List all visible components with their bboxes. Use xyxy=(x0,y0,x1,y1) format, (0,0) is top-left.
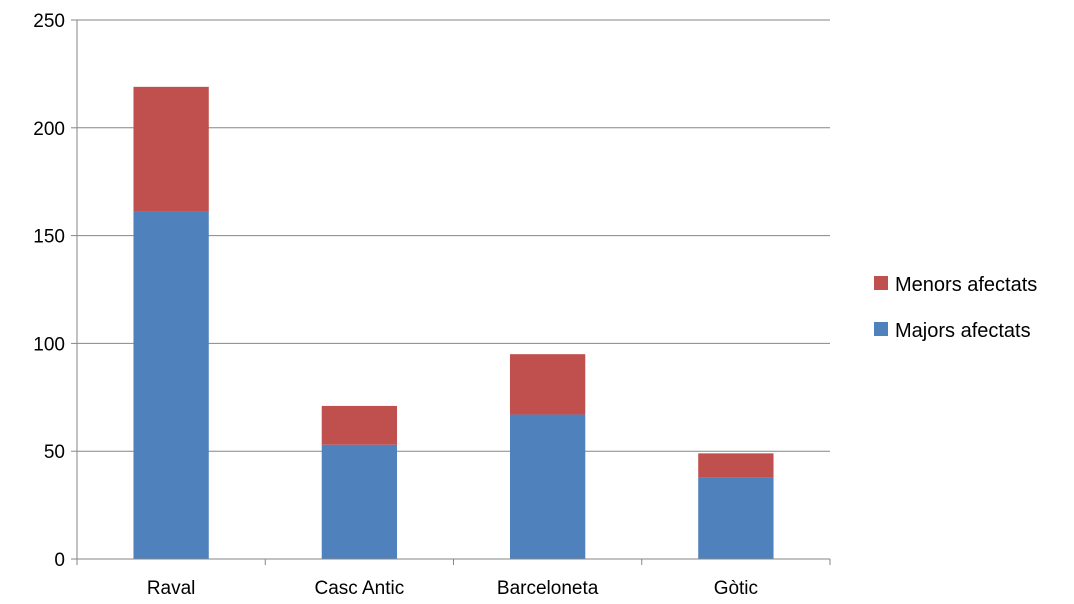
legend-swatch xyxy=(874,322,888,336)
y-tick-label: 200 xyxy=(33,119,65,140)
bar-menors-afectats-barceloneta xyxy=(509,354,586,415)
x-category-label: Barceloneta xyxy=(497,578,599,599)
x-category-label: Raval xyxy=(147,578,196,599)
x-category-label: Gòtic xyxy=(714,578,758,599)
y-tick-label: 50 xyxy=(44,442,65,463)
y-tick-label: 150 xyxy=(33,227,65,248)
bars xyxy=(133,86,774,559)
x-axis-ticks: Raval Casc Antic Barceloneta Gòtic xyxy=(76,559,831,599)
bar-menors-afectats-casc-antic xyxy=(321,405,398,445)
legend: Menors afectats Majors afectats xyxy=(874,274,1037,342)
bar-menors-afectats-gòtic xyxy=(698,453,774,478)
y-tick-label: 100 xyxy=(33,334,65,355)
bar-majors-afectats-raval xyxy=(133,211,209,559)
legend-label: Menors afectats xyxy=(895,274,1037,296)
y-tick-label: 0 xyxy=(54,550,65,571)
bar-majors-afectats-casc-antic xyxy=(321,444,398,559)
x-category-label: Casc Antic xyxy=(314,578,404,599)
y-axis-ticks: 0 50 100 150 200 250 xyxy=(33,11,77,571)
legend-label: Majors afectats xyxy=(895,320,1031,342)
bar-majors-afectats-barceloneta xyxy=(509,414,586,559)
y-tick-label: 250 xyxy=(33,11,65,32)
bar-menors-afectats-raval xyxy=(133,86,209,212)
legend-swatch xyxy=(874,276,888,290)
bar-majors-afectats-gòtic xyxy=(698,477,774,559)
